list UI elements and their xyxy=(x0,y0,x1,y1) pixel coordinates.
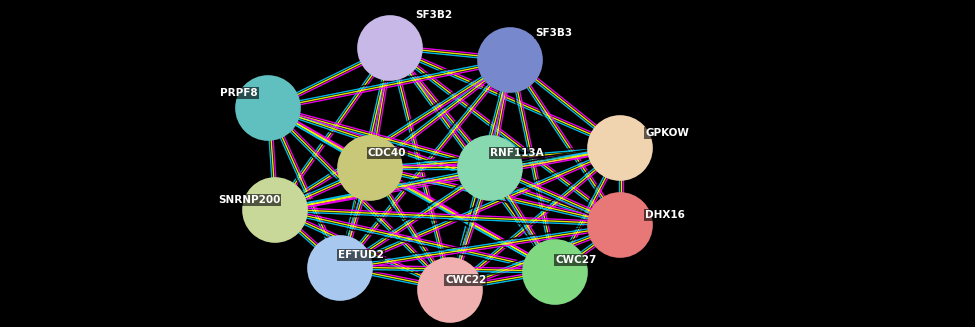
Circle shape xyxy=(308,236,372,300)
Circle shape xyxy=(588,116,652,180)
Text: SF3B3: SF3B3 xyxy=(535,28,572,38)
Circle shape xyxy=(358,16,422,80)
Circle shape xyxy=(478,28,542,92)
Circle shape xyxy=(338,136,402,200)
Text: GPKOW: GPKOW xyxy=(645,128,689,138)
Circle shape xyxy=(236,76,300,140)
Text: CWC27: CWC27 xyxy=(555,255,597,265)
Text: DHX16: DHX16 xyxy=(645,210,684,220)
Circle shape xyxy=(418,258,482,322)
Text: SF3B2: SF3B2 xyxy=(415,10,452,20)
Text: CDC40: CDC40 xyxy=(368,148,407,158)
Text: SNRNP200: SNRNP200 xyxy=(218,195,281,205)
Circle shape xyxy=(523,240,587,304)
Circle shape xyxy=(458,136,522,200)
Circle shape xyxy=(243,178,307,242)
Text: EFTUD2: EFTUD2 xyxy=(338,250,384,260)
Circle shape xyxy=(588,193,652,257)
Text: RNF113A: RNF113A xyxy=(490,148,544,158)
Text: PRPF8: PRPF8 xyxy=(220,88,257,98)
Text: CWC22: CWC22 xyxy=(445,275,487,285)
